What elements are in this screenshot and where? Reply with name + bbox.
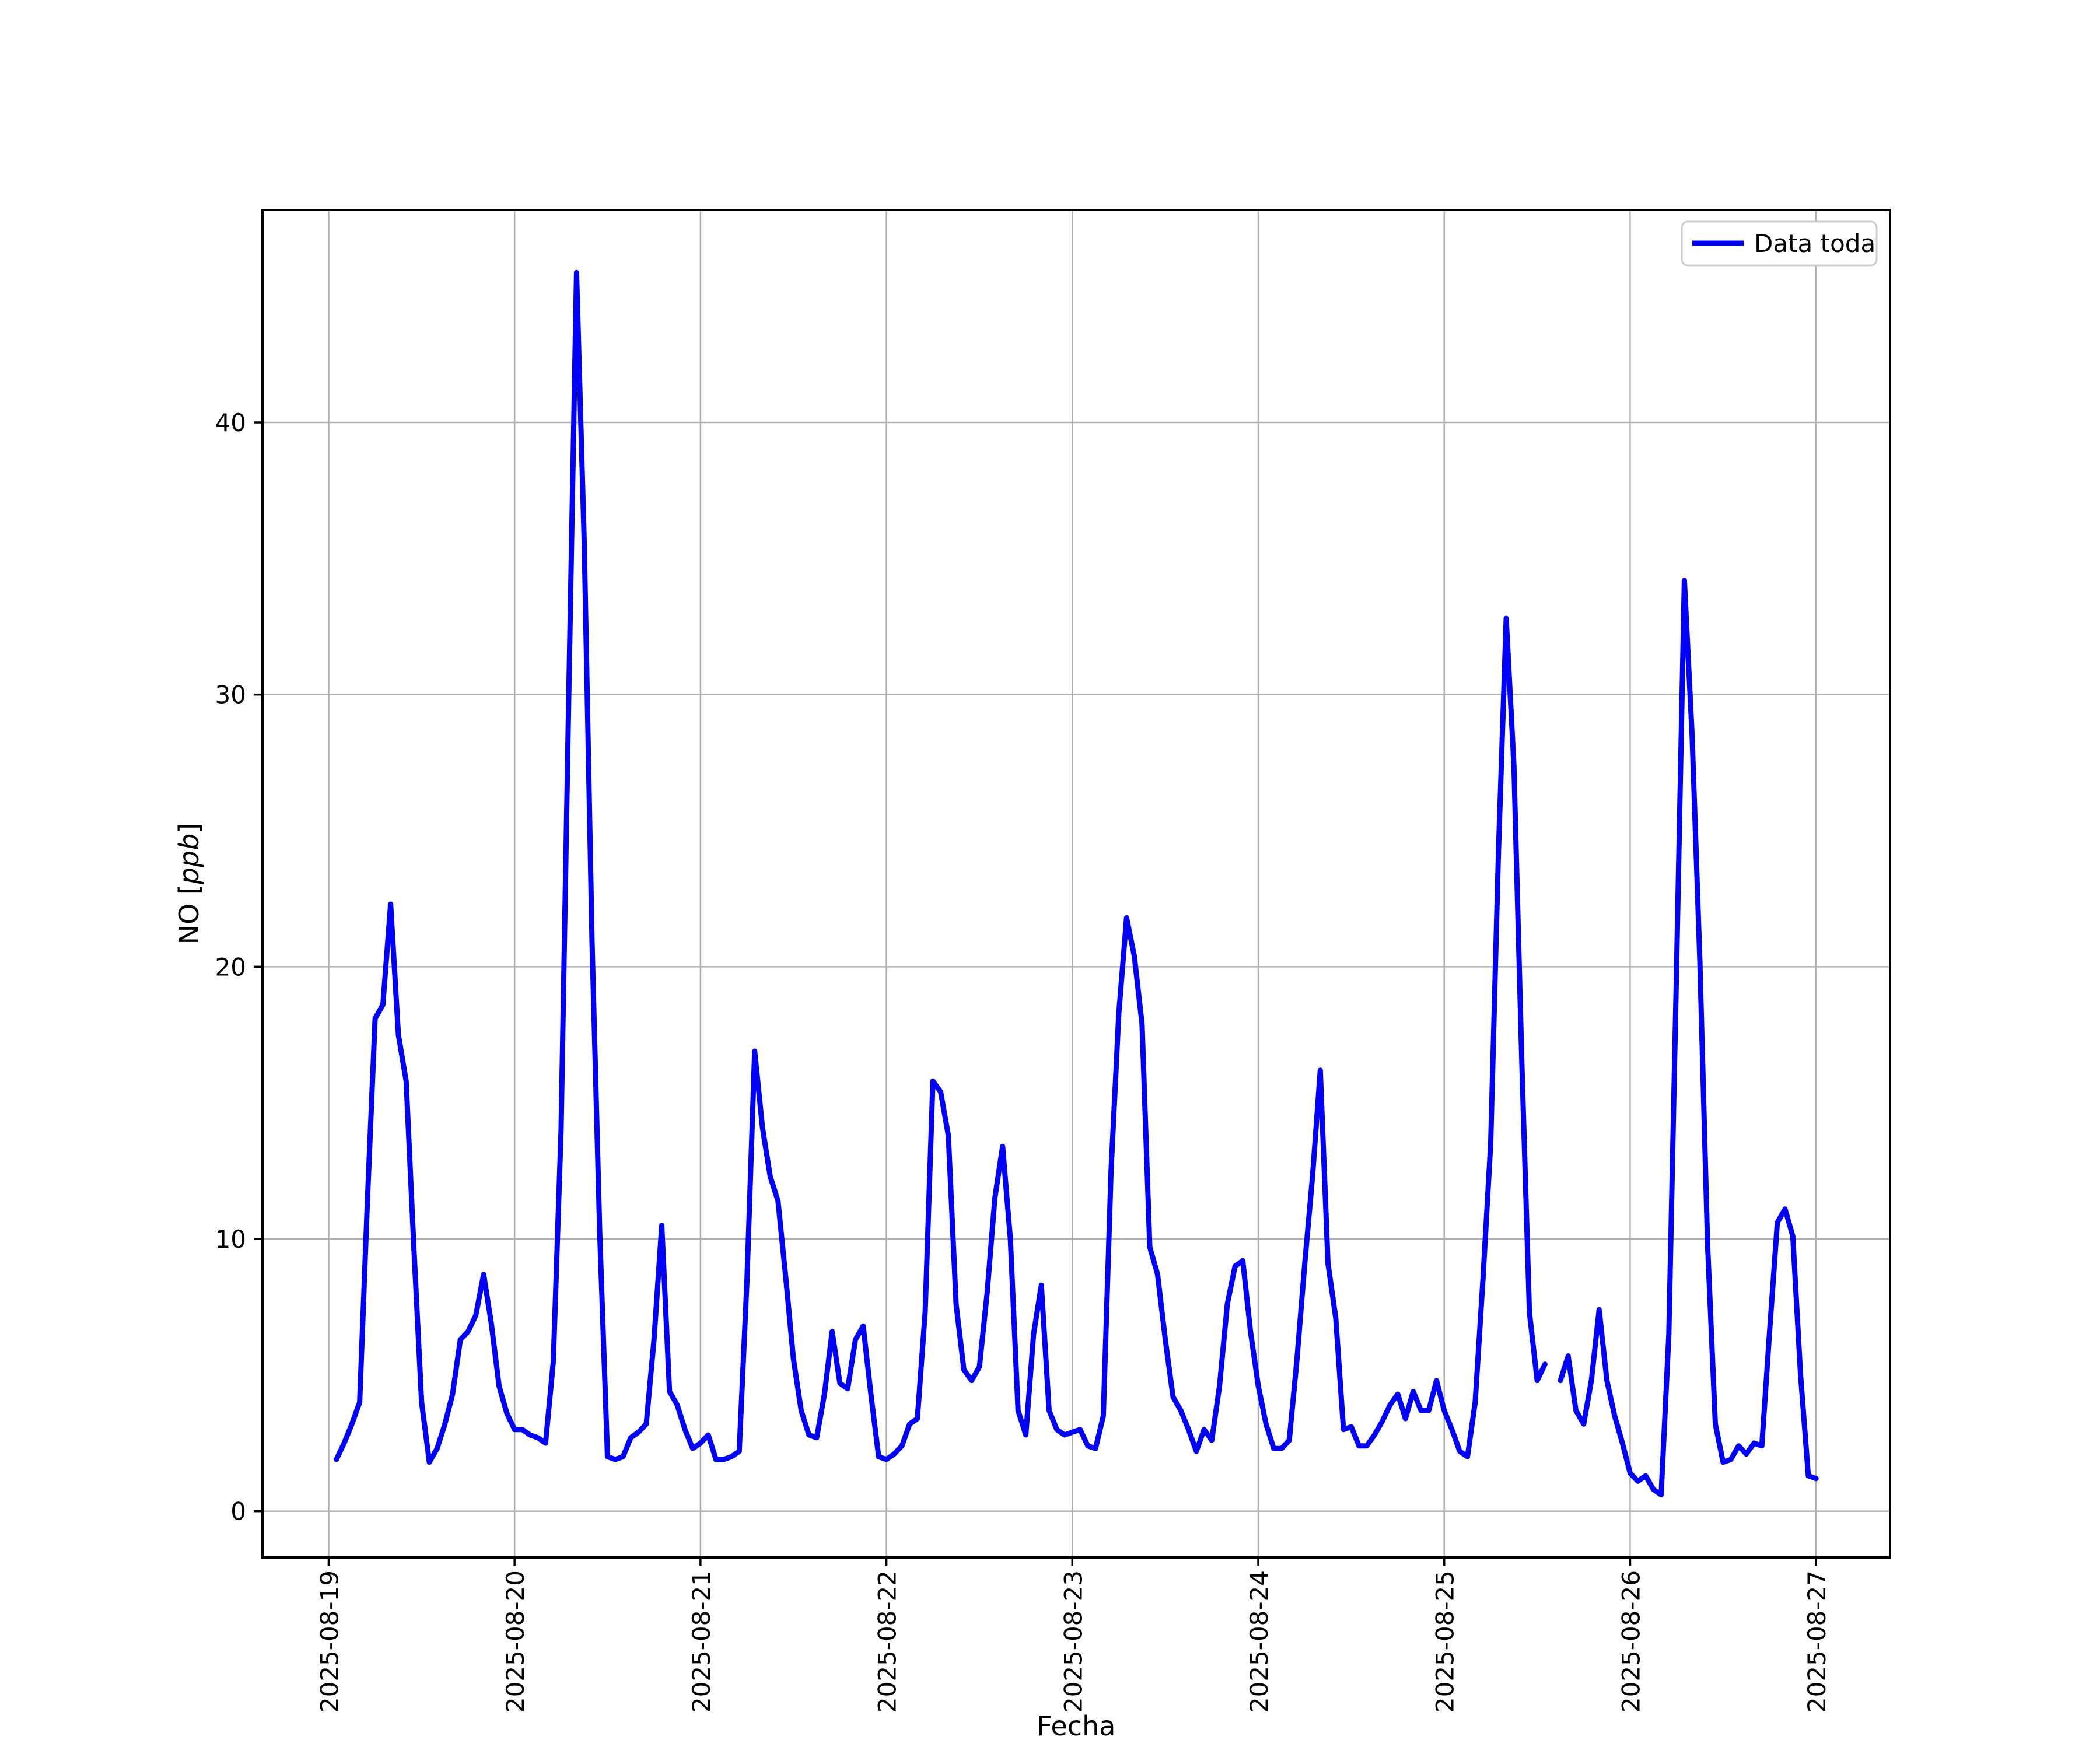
x-tick-label: 2025-08-26 (1616, 1570, 1645, 1713)
y-tick-labels: 0 10 20 30 40 (215, 408, 246, 1526)
y-tick-label: 20 (215, 953, 246, 981)
y-axis-label-prefix: NO [ (173, 884, 205, 944)
legend: Data toda (1681, 220, 1878, 267)
x-tick-label: 2025-08-21 (687, 1570, 716, 1713)
grid (262, 210, 1890, 1558)
y-tick-label: 40 (215, 408, 246, 437)
x-tick-label: 2025-08-23 (1059, 1570, 1087, 1713)
y-axis-label: NO [ppb] (173, 823, 205, 945)
y-tick-label: 30 (215, 681, 246, 709)
y-tick-label: 10 (215, 1225, 246, 1254)
x-axis-label: Fecha (1037, 1710, 1116, 1742)
x-tick-label: 2025-08-20 (501, 1570, 530, 1713)
x-tick-label: 2025-08-27 (1803, 1570, 1831, 1713)
x-tick-label: 2025-08-22 (873, 1570, 902, 1713)
y-axis-label-suffix: ] (173, 823, 205, 834)
x-tick-label: 2025-08-24 (1245, 1570, 1273, 1713)
x-tick-label: 2025-08-19 (315, 1570, 344, 1713)
x-tick-label: 2025-08-25 (1431, 1570, 1460, 1713)
legend-box (1681, 220, 1878, 267)
tick-marks (254, 421, 1817, 1566)
y-axis-label-units: ppb (173, 834, 205, 886)
legend-entry-label: Data toda (1754, 229, 1875, 258)
data-series-line (334, 270, 1819, 1498)
x-tick-labels: 2025-08-19 2025-08-20 2025-08-21 2025-08-22… (315, 1570, 1831, 1713)
y-tick-label: 0 (230, 1497, 246, 1526)
plot-area-border (261, 209, 1891, 1559)
